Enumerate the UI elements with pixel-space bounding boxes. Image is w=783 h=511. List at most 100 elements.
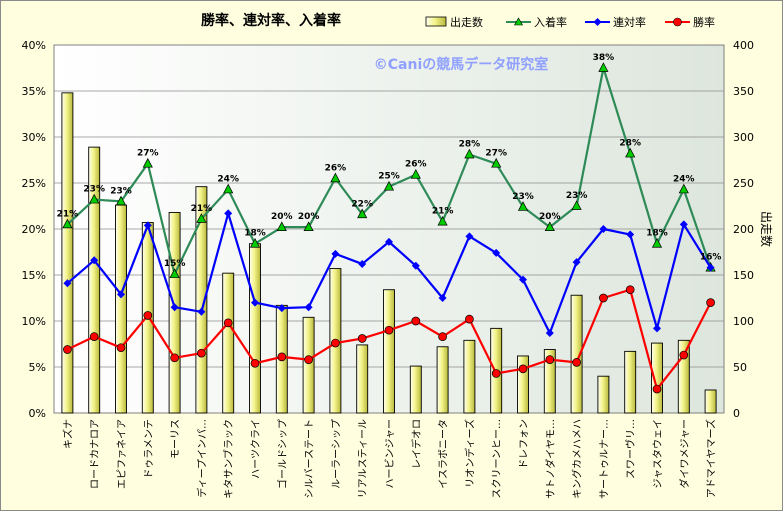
starts-bar (195, 186, 208, 414)
category-label: モーリス (171, 419, 182, 459)
quinella-rate-marker (197, 307, 206, 316)
category-label: スワーヴリ… (624, 419, 637, 479)
left-tick-label: 0% (29, 407, 46, 420)
place-rate-label: 20% (539, 212, 561, 222)
quinella-rate-marker (117, 290, 125, 299)
right-tick-label: 350 (733, 85, 754, 98)
place-rate-label: 18% (244, 229, 266, 239)
legend-circle-marker (673, 17, 682, 27)
legend: 出走数 入着率 連対率 勝率 (425, 15, 715, 29)
place-rate-label: 27% (137, 149, 159, 159)
category-label: シルバーステート (304, 419, 316, 499)
quinella-rate-marker (385, 237, 393, 246)
category-label: ゴールドシップ (276, 419, 289, 489)
data-labels: 21% 23% 23% 27% 15% 21% 24% 18% 20% 20% 26% 22% 25% 2… (57, 53, 722, 269)
place-rate-marker (491, 157, 502, 168)
starts-bar (383, 289, 395, 414)
win-rate-marker (438, 332, 447, 341)
place-rate-label: 23% (83, 185, 105, 195)
starts-bar (409, 365, 422, 414)
win-rate-marker (197, 348, 206, 358)
category-label: キングカメハメハ (571, 419, 584, 499)
category-label: ハーツクライ (250, 419, 262, 479)
win-rate-marker (384, 325, 394, 335)
place-rate-label: 15% (164, 259, 186, 269)
place-rate-label: 21% (432, 207, 454, 217)
place-rate-label: 21% (57, 209, 79, 219)
right-tick-label: 400 (733, 39, 754, 52)
starts-bar (543, 349, 556, 414)
watermark: ©Caniの競馬データ研究室 (374, 56, 549, 73)
place-rate-marker (410, 168, 421, 179)
win-rate-marker (518, 364, 528, 374)
place-rate-marker (89, 193, 100, 204)
right-tick-label: 0 (733, 407, 740, 420)
legend-label-place-rate: 入着率 (534, 15, 567, 29)
win-rate-marker (465, 314, 474, 324)
win-rate-marker (63, 345, 72, 354)
left-tick-label: 35% (22, 85, 46, 98)
starts-bar (436, 346, 449, 414)
place-rate-label: 27% (485, 149, 507, 159)
starts-bar (222, 272, 235, 414)
left-tick-label: 25% (22, 177, 46, 190)
win-rate-marker (545, 355, 555, 364)
place-rate-label: 38% (593, 53, 615, 63)
category-label: キタサンブラック (222, 419, 235, 499)
quinella-rate-marker (492, 248, 501, 257)
place-rate-marker (357, 208, 368, 219)
starts-bar (704, 389, 717, 414)
right-axis-label: 出走数 (759, 211, 774, 247)
quinella-rate-marker (277, 304, 286, 313)
quinella-rate-marker (706, 263, 715, 272)
category-label: エピファネイア (116, 419, 128, 489)
place-rate-label: 24% (217, 174, 239, 184)
place-rate-marker (276, 221, 287, 232)
place-rate-marker (249, 237, 261, 248)
place-rate-label: 23% (110, 186, 132, 196)
place-rate-marker (517, 201, 529, 211)
place-rate-label: 20% (298, 212, 320, 222)
category-label: ディープインパ… (195, 419, 208, 498)
win-rate-marker (250, 358, 260, 368)
category-label: サートゥルナー… (598, 419, 610, 499)
place-rate-marker (142, 157, 153, 168)
win-rate-marker (706, 298, 715, 307)
place-rate-marker (651, 237, 663, 248)
right-tick-label: 100 (733, 315, 754, 328)
win-rate-marker (491, 369, 501, 378)
starts-bar (249, 243, 261, 414)
starts-bar (302, 316, 315, 414)
category-label: アドマイヤマーズ (705, 419, 718, 498)
quinella-rate-marker (653, 324, 661, 333)
win-rate-marker (304, 355, 313, 364)
quinella-rate-marker (143, 221, 152, 230)
quinella-rate-marker (465, 232, 474, 241)
category-label: ロードカナロア (89, 419, 101, 489)
starts-bar (115, 204, 127, 414)
quinella-rate-marker (545, 328, 554, 337)
starts-bar (168, 211, 181, 414)
place-rate-label: 28% (619, 139, 641, 149)
place-rate-marker (330, 172, 341, 183)
category-label: レイデオロ (410, 419, 423, 469)
starts-bar (88, 146, 101, 414)
left-tick-label: 5% (29, 361, 46, 374)
quinella-rate-marker (90, 256, 99, 265)
starts-bar (356, 344, 369, 414)
quinella-rate-marker (331, 249, 340, 258)
place-rate-marker (464, 148, 475, 159)
quinella-rate-marker (411, 261, 420, 270)
category-label: サトノダイヤモ… (544, 419, 557, 499)
quinella-rate-marker (304, 303, 313, 312)
right-axis-ticks: 0 50 100 150 200 250 300 350 400 (733, 39, 754, 420)
quinella-rate-marker (251, 298, 259, 307)
legend-bar-swatch (425, 16, 447, 27)
place-rate-marker (303, 221, 314, 232)
win-rate-marker (331, 338, 340, 348)
category-label: ルーラーシップ (330, 419, 342, 489)
category-label: スクリーンヒー… (491, 419, 503, 499)
place-rate-label: 25% (378, 172, 400, 182)
win-rate-marker (679, 350, 689, 360)
